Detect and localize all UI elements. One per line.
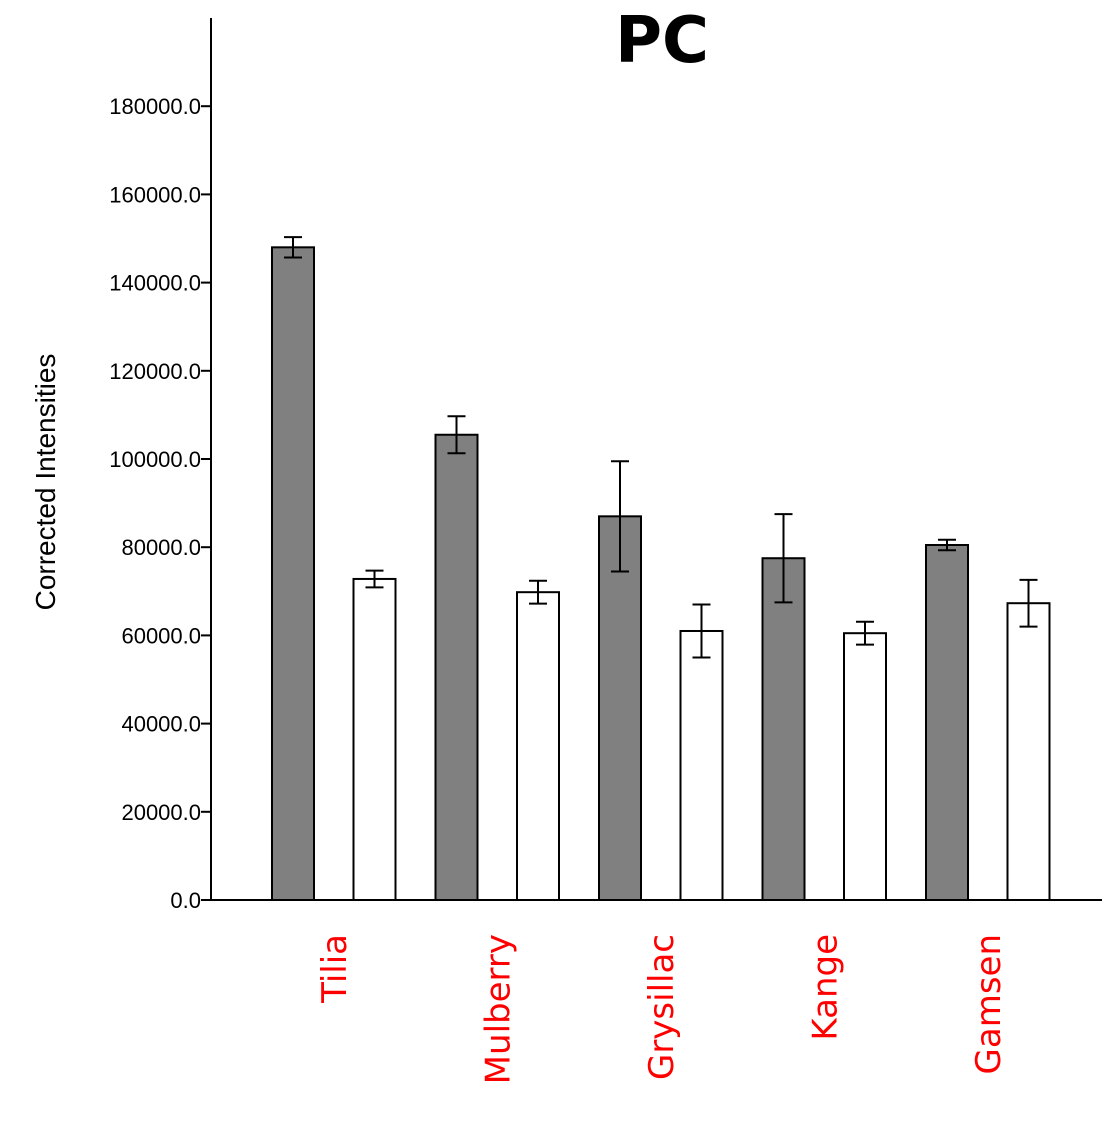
y-tick-label: 40000.0 bbox=[121, 712, 201, 737]
error-bar-gamsen-2 bbox=[1019, 578, 1038, 628]
category-label-tilia: Tilia bbox=[315, 934, 355, 1004]
category-label-kange: Kange bbox=[805, 934, 845, 1041]
bars bbox=[271, 246, 1051, 902]
y-tick-label: 140000.0 bbox=[109, 271, 201, 296]
error-bar-mulberry-1 bbox=[447, 415, 466, 455]
category-label-mulberry: Mulberry bbox=[478, 934, 518, 1084]
error-bar-grysillac-2 bbox=[692, 603, 711, 659]
y-tick-label: 180000.0 bbox=[109, 94, 201, 119]
error-bar-gamsen-1 bbox=[938, 538, 956, 552]
y-tick-label: 20000.0 bbox=[121, 800, 201, 825]
y-tick-label: 120000.0 bbox=[109, 359, 201, 384]
error-bar-tilia-2 bbox=[365, 569, 384, 589]
bar-kange-1 bbox=[761, 557, 806, 901]
y-tick-label: 0.0 bbox=[170, 888, 201, 913]
error-bar-mulberry-2 bbox=[529, 579, 547, 605]
bar-mulberry-1 bbox=[434, 433, 479, 901]
error-bar-kange-1 bbox=[774, 513, 793, 604]
y-axis-label: Corrected Intensities bbox=[30, 354, 61, 611]
category-label-grysillac: Grysillac bbox=[642, 934, 682, 1080]
bar-gamsen-2 bbox=[1006, 602, 1051, 901]
error-bars bbox=[284, 236, 1038, 659]
y-tick-label: 100000.0 bbox=[109, 447, 201, 472]
bar-grysillac-2 bbox=[679, 629, 724, 901]
category-label-gamsen: Gamsen bbox=[969, 934, 1009, 1074]
y-tick-label: 80000.0 bbox=[121, 535, 201, 560]
bar-kange-2 bbox=[843, 632, 887, 901]
y-ticks: 0.0 20000.0 40000.0 60000.0 80000.0 100000.0 1… bbox=[109, 94, 211, 913]
chart-title: PC bbox=[615, 4, 709, 78]
bar-grysillac-1 bbox=[598, 515, 642, 902]
y-tick-label: 160000.0 bbox=[109, 182, 201, 207]
bar-gamsen-1 bbox=[925, 543, 969, 901]
bar-tilia-1 bbox=[271, 246, 315, 901]
error-bar-grysillac-1 bbox=[611, 460, 629, 573]
bar-tilia-2 bbox=[352, 577, 397, 902]
error-bar-tilia-1 bbox=[284, 236, 302, 259]
bar-mulberry-2 bbox=[516, 591, 560, 901]
y-tick-label: 60000.0 bbox=[121, 623, 201, 648]
category-labels: Tilia Mulberry Grysillac Kange Gamsen bbox=[315, 934, 1009, 1084]
error-bar-kange-2 bbox=[856, 620, 874, 646]
